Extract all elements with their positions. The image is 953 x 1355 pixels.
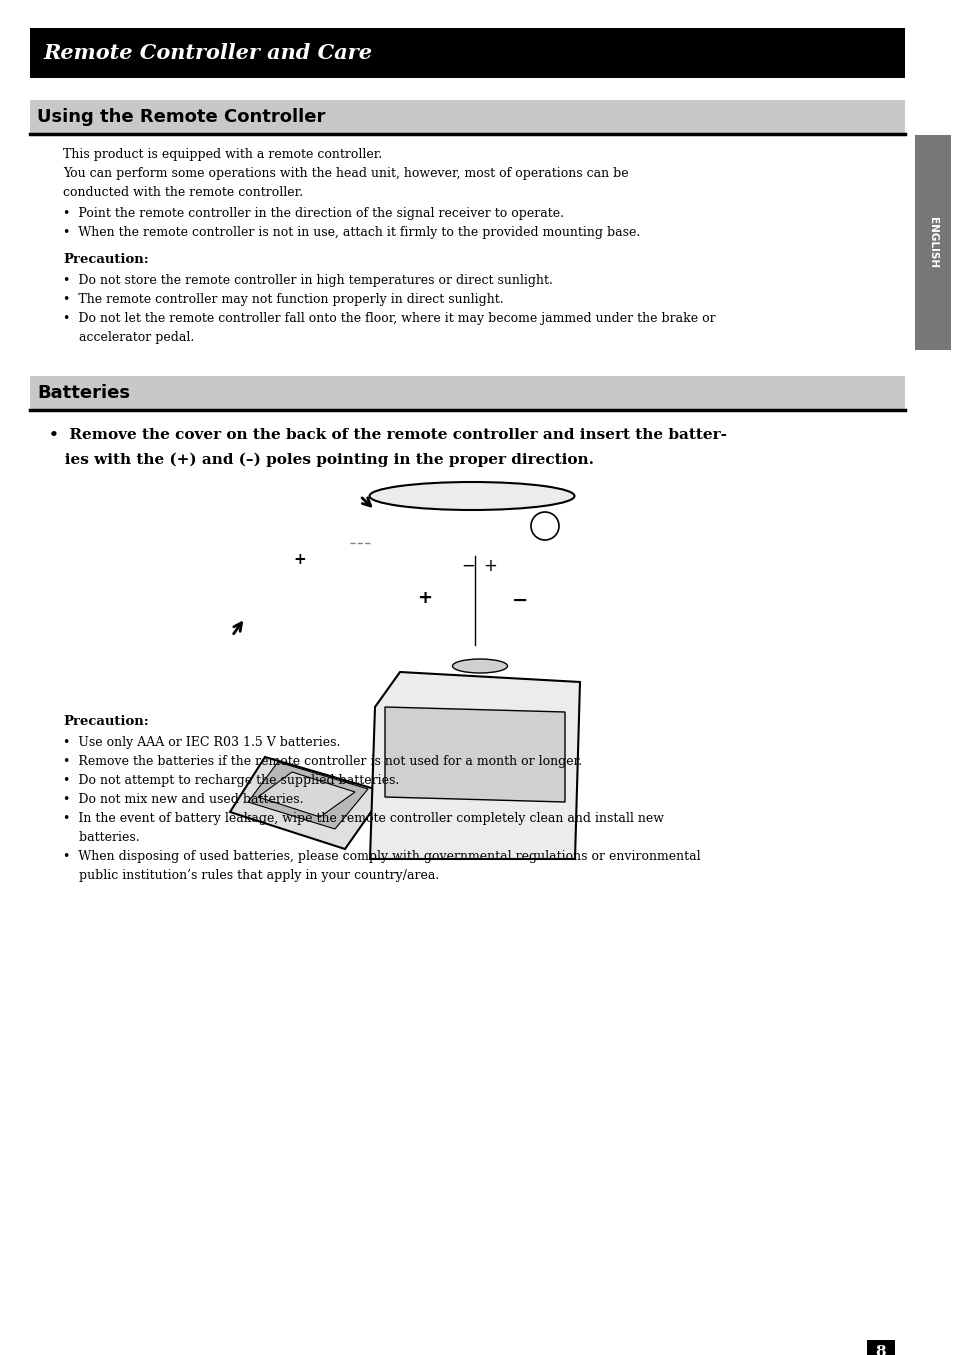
Text: You can perform some operations with the head unit, however, most of operations : You can perform some operations with the… (63, 167, 628, 180)
Text: 8: 8 (875, 1346, 885, 1355)
FancyBboxPatch shape (30, 375, 904, 411)
Text: •  Do not store the remote controller in high temperatures or direct sunlight.: • Do not store the remote controller in … (63, 274, 553, 287)
FancyBboxPatch shape (30, 100, 904, 134)
Text: public institution’s rules that apply in your country/area.: public institution’s rules that apply in… (63, 869, 438, 882)
Text: ENGLISH: ENGLISH (927, 217, 937, 268)
Ellipse shape (369, 482, 574, 509)
Text: +: + (417, 589, 432, 607)
Polygon shape (248, 762, 368, 829)
Text: accelerator pedal.: accelerator pedal. (63, 331, 194, 344)
Text: Precaution:: Precaution: (63, 253, 149, 266)
FancyBboxPatch shape (866, 1340, 894, 1355)
Polygon shape (385, 707, 564, 802)
Text: •  When disposing of used batteries, please comply with governmental regulations: • When disposing of used batteries, plea… (63, 850, 700, 863)
Text: Precaution:: Precaution: (63, 715, 149, 728)
Text: Batteries: Batteries (37, 383, 130, 402)
Text: +: + (294, 553, 306, 568)
FancyBboxPatch shape (30, 28, 904, 79)
Text: batteries.: batteries. (63, 831, 139, 844)
Text: •  Remove the cover on the back of the remote controller and insert the batter-: • Remove the cover on the back of the re… (49, 428, 726, 442)
FancyBboxPatch shape (914, 136, 950, 350)
Circle shape (531, 512, 558, 541)
Text: Using the Remote Controller: Using the Remote Controller (37, 108, 325, 126)
Text: •  Use only AAA or IEC R03 1.5 V batteries.: • Use only AAA or IEC R03 1.5 V batterie… (63, 736, 340, 749)
Text: conducted with the remote controller.: conducted with the remote controller. (63, 186, 303, 199)
Polygon shape (230, 757, 385, 850)
Polygon shape (257, 772, 355, 817)
Text: −: − (511, 591, 528, 610)
Text: ies with the (+) and (–) poles pointing in the proper direction.: ies with the (+) and (–) poles pointing … (49, 453, 594, 467)
Text: •  The remote controller may not function properly in direct sunlight.: • The remote controller may not function… (63, 293, 503, 306)
Polygon shape (370, 672, 579, 859)
Text: •  Do not let the remote controller fall onto the floor, where it may become jam: • Do not let the remote controller fall … (63, 312, 715, 325)
Text: +: + (482, 557, 497, 575)
Text: •  Do not attempt to recharge the supplied batteries.: • Do not attempt to recharge the supplie… (63, 774, 399, 787)
Text: Remote Controller and Care: Remote Controller and Care (43, 43, 372, 62)
Text: •  Remove the batteries if the remote controller is not used for a month or long: • Remove the batteries if the remote con… (63, 755, 581, 768)
Text: •  Do not mix new and used batteries.: • Do not mix new and used batteries. (63, 793, 303, 806)
Text: •  Point the remote controller in the direction of the signal receiver to operat: • Point the remote controller in the dir… (63, 207, 563, 220)
Text: −: − (460, 557, 475, 575)
Text: •  When the remote controller is not in use, attach it firmly to the provided mo: • When the remote controller is not in u… (63, 226, 639, 238)
Ellipse shape (452, 659, 507, 673)
Text: This product is equipped with a remote controller.: This product is equipped with a remote c… (63, 148, 382, 161)
Text: •  In the event of battery leakage, wipe the remote controller completely clean : • In the event of battery leakage, wipe … (63, 812, 663, 825)
